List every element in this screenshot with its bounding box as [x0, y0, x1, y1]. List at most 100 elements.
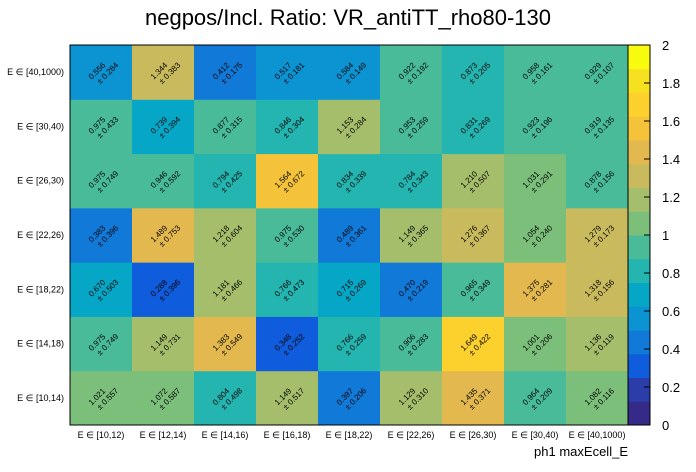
color-band: [628, 211, 650, 236]
heatmap-cell: [194, 45, 257, 100]
color-band: [628, 92, 650, 117]
heatmap-cell: [194, 207, 257, 263]
z-tick-label: 1: [662, 228, 669, 243]
heatmap-cell: [132, 207, 195, 263]
heatmap-cell: [256, 262, 319, 317]
color-band: [628, 140, 650, 165]
color-band: [628, 401, 650, 426]
heatmap-cell: [318, 153, 381, 209]
heatmap-cell: [380, 99, 443, 155]
heatmap-cell: [442, 207, 505, 263]
y-tick-label: E ∈ [22,26): [17, 230, 64, 240]
heatmap-cell: [318, 370, 381, 426]
heatmap-cell: [504, 99, 567, 155]
x-axis-ticks: E ∈ [10,12) E ∈ [12,14) E ∈ [14,16) E ∈ [16…: [78, 430, 626, 440]
z-tick-label: 1.2: [662, 190, 680, 205]
heatmap-cell: [132, 370, 195, 426]
heatmap-cell: [504, 207, 567, 263]
color-band: [628, 377, 650, 402]
heatmap-cell: [442, 45, 505, 100]
x-tick-label: E ∈ [22,26): [388, 430, 435, 440]
color-band: [628, 353, 650, 378]
heatmap-cell: [566, 99, 629, 155]
heatmap-cell: [70, 207, 133, 263]
heatmap-cell: [194, 370, 257, 426]
heatmap-cell: [566, 262, 629, 317]
color-band: [628, 116, 650, 141]
heatmap-cell: [70, 316, 133, 372]
heatmap-cell: [504, 262, 567, 317]
heatmap-cell: [318, 207, 381, 263]
heatmap-cell: [318, 316, 381, 372]
heatmap-cell: [256, 99, 319, 155]
z-tick-label: 1.4: [662, 152, 680, 167]
heatmap-cell: [194, 316, 257, 372]
z-tick-label: 0.4: [662, 342, 680, 357]
color-band: [628, 306, 650, 331]
heatmap-cell: [442, 99, 505, 155]
heatmap-cell: [318, 262, 381, 317]
z-tick-label: 2: [662, 38, 669, 53]
y-tick-label: E ∈ [26,30): [17, 176, 64, 186]
z-tick-label: 1.6: [662, 114, 680, 129]
heatmap-cell: [194, 153, 257, 209]
color-scale-bar: 0 0.2 0.4 0.6 0.8 1 1.2 1.4 1.6 1.8 2: [627, 38, 680, 433]
heatmap-cell: [132, 45, 195, 100]
heatmap-cell: [256, 207, 319, 263]
chart-title: negpos/Incl. Ratio: VR_antiTT_rho80-130: [145, 5, 551, 30]
color-band: [628, 258, 650, 283]
heatmap-cell: [70, 153, 133, 209]
heatmap-cell: [194, 99, 257, 155]
x-tick-label: E ∈ [12,14): [140, 430, 187, 440]
y-tick-label: E ∈ [10,14): [17, 393, 64, 403]
color-band: [628, 68, 650, 93]
heatmap-cell: [132, 153, 195, 209]
heatmap-cell: [504, 316, 567, 372]
color-band: [628, 163, 650, 188]
y-tick-label: E ∈ [30,40): [17, 121, 64, 131]
heatmap-cell: [380, 153, 443, 209]
heatmap-cell: [70, 45, 133, 100]
heatmap-cell: [70, 370, 133, 426]
heatmap-cell: [256, 370, 319, 426]
heatmap-cell: [504, 45, 567, 100]
x-tick-label: E ∈ [10,12): [78, 430, 125, 440]
heatmap-cell: [442, 370, 505, 426]
heatmap-cell: [256, 153, 319, 209]
heatmap-cell: [132, 316, 195, 372]
heatmap-cell: [70, 99, 133, 155]
heatmap-cell: [194, 262, 257, 317]
x-tick-label: E ∈ [18,22): [326, 430, 373, 440]
heatmap-cell: [70, 262, 133, 317]
heatmap-cell: [566, 45, 629, 100]
heatmap-cell: [380, 207, 443, 263]
heatmap-cell: [504, 370, 567, 426]
z-tick-label: 1.8: [662, 76, 680, 91]
heatmap-cell: [442, 153, 505, 209]
color-band: [628, 45, 650, 70]
x-tick-label: E ∈ [30,40): [512, 430, 559, 440]
heatmap-cell: [132, 99, 195, 155]
z-tick-label: 0.6: [662, 304, 680, 319]
heatmap-cell: [442, 262, 505, 317]
x-tick-label: E ∈ [14,16): [202, 430, 249, 440]
heatmap-cell: [380, 262, 443, 317]
color-band: [628, 187, 650, 212]
z-tick-label: 0.2: [662, 380, 680, 395]
x-axis-label: ph1 maxEcell_E: [534, 444, 628, 459]
heatmap-cell: [380, 316, 443, 372]
heatmap-cell: [566, 316, 629, 372]
y-tick-label: E ∈ [40,1000): [7, 67, 64, 77]
x-tick-label: E ∈ [16,18): [264, 430, 311, 440]
heatmap-cell: [318, 45, 381, 100]
heatmap-cell: [380, 45, 443, 100]
heatmap-cell: [256, 45, 319, 100]
heatmap-cell: [566, 207, 629, 263]
y-tick-label: E ∈ [14,18): [17, 339, 64, 349]
heatmap-cell: [132, 262, 195, 317]
color-band: [628, 330, 650, 355]
z-tick-label: 0: [662, 418, 669, 433]
heatmap-cell: [256, 316, 319, 372]
heatmap-cells: 1.021± 0.557 1.072± 0.587 0.804± 0.498 1.14…: [70, 45, 629, 426]
